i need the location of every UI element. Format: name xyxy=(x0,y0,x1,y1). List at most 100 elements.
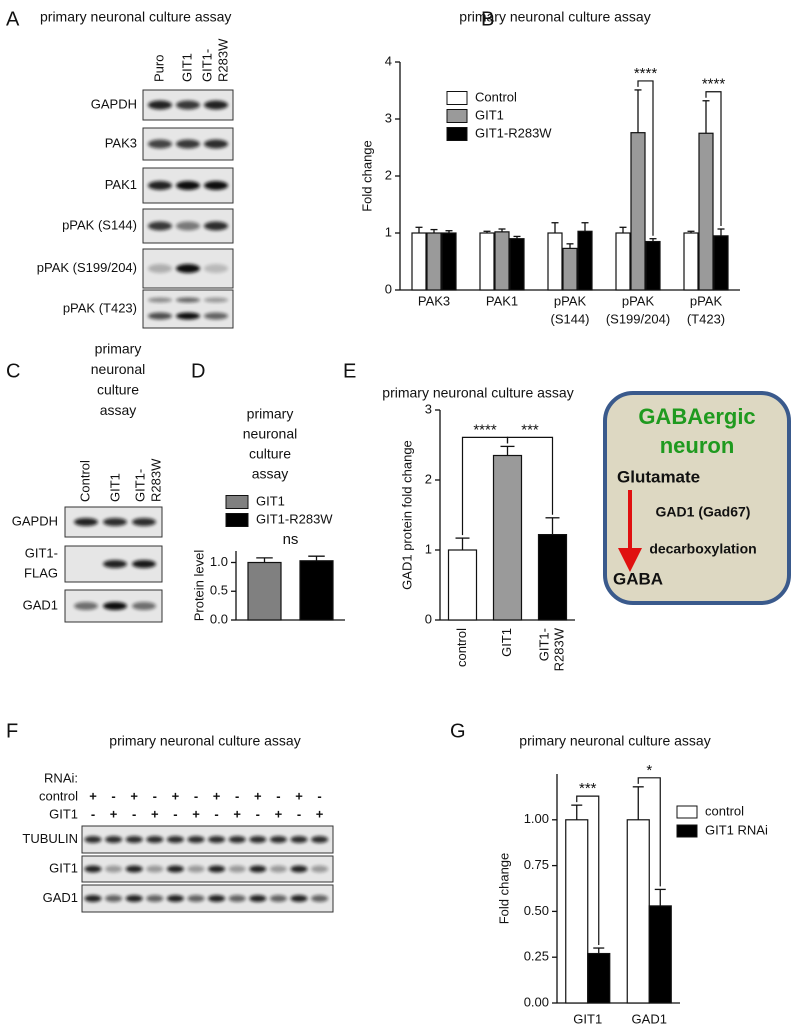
legend-label: GIT1-R283W xyxy=(475,125,552,140)
blot-band xyxy=(105,836,123,843)
condition-sign: - xyxy=(276,788,280,803)
row-label: GIT1- xyxy=(25,545,58,560)
blot-band xyxy=(176,139,200,149)
blot-band xyxy=(166,836,184,843)
blot-band xyxy=(84,836,102,843)
blot-band xyxy=(176,221,200,231)
blot-band xyxy=(204,264,228,273)
y-tick-label: 0.25 xyxy=(524,949,549,964)
bar xyxy=(547,232,563,291)
row-label: pPAK (S199/204) xyxy=(37,260,137,275)
blot-band xyxy=(176,312,200,320)
bar xyxy=(562,247,578,291)
x-tick-label: (S144) xyxy=(550,311,589,326)
blot-band xyxy=(132,602,156,610)
y-axis-label: Fold change xyxy=(496,853,511,925)
legend-swatch xyxy=(446,109,468,123)
legend-label: GIT1 xyxy=(256,493,285,508)
y-tick-label: 0 xyxy=(385,281,392,296)
significance-label: *** xyxy=(579,780,597,797)
blot-band xyxy=(290,865,308,873)
panel-label: B xyxy=(481,8,494,30)
condition-sign: + xyxy=(89,788,97,803)
row-label: GAD1 xyxy=(43,890,78,905)
x-tick-label: GIT1 xyxy=(499,628,514,657)
blot-band xyxy=(148,139,172,149)
bar xyxy=(509,238,525,291)
x-tick-label: pPAK xyxy=(622,293,655,308)
condition-sign: - xyxy=(91,806,95,821)
x-tick-label: PAK3 xyxy=(418,293,450,308)
blot-band xyxy=(249,865,267,873)
product: GABA xyxy=(613,569,663,588)
blot-band xyxy=(269,836,287,843)
bar xyxy=(411,232,427,291)
legend-swatch xyxy=(225,513,249,527)
panel-title: culture xyxy=(97,382,139,398)
blot-band xyxy=(204,139,228,149)
blot-membrane xyxy=(142,289,234,329)
significance-label: * xyxy=(646,762,652,779)
condition-sign: + xyxy=(151,806,159,821)
condition-sign: - xyxy=(111,788,115,803)
condition-sign: + xyxy=(172,788,180,803)
condition-sign: - xyxy=(317,788,321,803)
diagram: GABAergic neuron Glutamate GAD1 (Gad67) … xyxy=(603,391,791,605)
condition-sign: + xyxy=(233,806,241,821)
x-tick-label: GAD1 xyxy=(632,1011,667,1026)
significance-bracket xyxy=(576,795,600,946)
significance-bracket xyxy=(637,777,661,887)
legend-swatch xyxy=(676,805,698,819)
y-axis-label: Protein level xyxy=(191,550,206,622)
y-tick-label: 0.50 xyxy=(524,903,549,918)
lane-label: R283W xyxy=(148,458,163,502)
lane-label: GIT1 xyxy=(107,473,122,502)
bar xyxy=(565,819,589,1004)
reaction: decarboxylation xyxy=(649,541,756,557)
bar xyxy=(447,549,478,621)
blot-band xyxy=(204,221,228,231)
blot-band xyxy=(148,221,172,231)
panel-label: D xyxy=(191,360,205,382)
row-label: GAPDH xyxy=(12,513,58,528)
y-axis-label: GAD1 protein fold change xyxy=(399,440,414,590)
blot-band xyxy=(228,895,246,902)
blot-band xyxy=(148,297,172,303)
condition-sign: + xyxy=(213,788,221,803)
blot-band xyxy=(146,865,164,873)
legend-label: GIT1 xyxy=(475,107,504,122)
blot-band xyxy=(166,895,184,902)
significance-label: **** xyxy=(473,421,497,438)
row-label: pPAK (T423) xyxy=(63,300,137,315)
substrate: Glutamate xyxy=(617,467,700,486)
condition-sign: - xyxy=(173,806,177,821)
row-label: GIT1 xyxy=(49,860,78,875)
y-tick-label: 0.75 xyxy=(524,857,549,872)
y-tick-label: 0.5 xyxy=(210,583,228,598)
y-tick-label: 0.00 xyxy=(524,994,549,1009)
chart-title: primary neuronal culture assay xyxy=(459,9,650,25)
panel-title: assay xyxy=(100,402,137,418)
significance-bracket xyxy=(637,80,654,236)
blot-band xyxy=(204,297,228,303)
bar xyxy=(577,230,593,291)
blot-band xyxy=(176,297,200,303)
y-tick-label: 0 xyxy=(425,611,432,626)
bar xyxy=(299,560,334,621)
bar xyxy=(247,561,282,621)
row-label: GAPDH xyxy=(91,96,137,111)
x-tick-label: (S199/204) xyxy=(606,311,670,326)
bar xyxy=(713,235,729,291)
y-tick-label: 4 xyxy=(385,53,392,68)
blot-band xyxy=(311,836,329,843)
condition-sign: - xyxy=(256,806,260,821)
blot-band xyxy=(204,100,228,110)
condition-sign: - xyxy=(153,788,157,803)
blot-band xyxy=(103,560,127,568)
blot-band xyxy=(208,836,226,843)
panel-title: primary xyxy=(95,341,142,357)
x-tick-label: pPAK xyxy=(690,293,723,308)
row-label: PAK3 xyxy=(105,135,137,150)
significance-label: **** xyxy=(634,65,658,82)
